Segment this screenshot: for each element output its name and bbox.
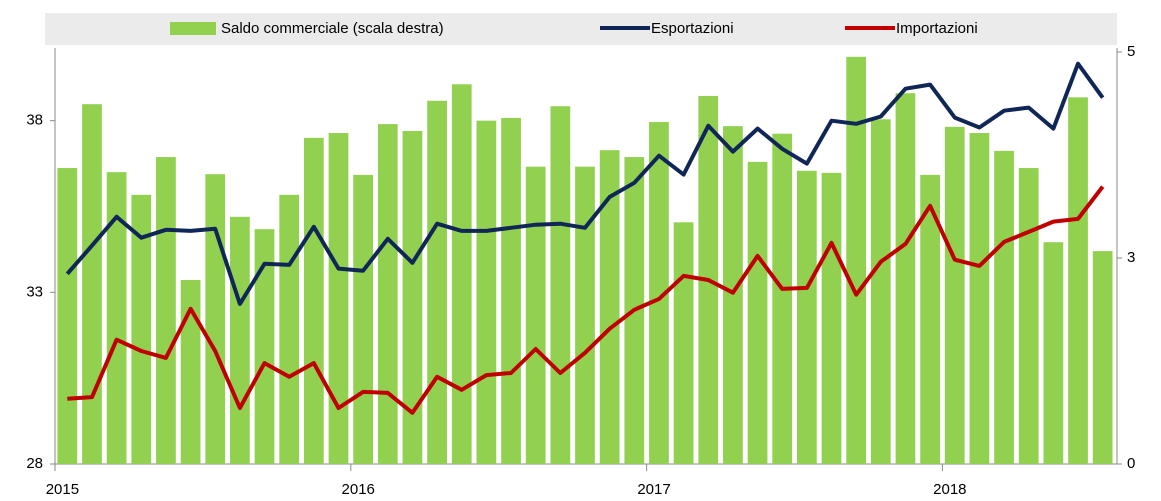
bar	[772, 133, 793, 465]
bar	[870, 119, 891, 464]
bar	[944, 126, 965, 464]
bar	[895, 93, 916, 464]
bar	[106, 172, 127, 464]
legend-swatch	[170, 22, 216, 35]
bar	[328, 133, 349, 464]
y-tick-label: 28	[26, 455, 43, 472]
bar	[501, 117, 521, 465]
bar	[821, 172, 842, 464]
bar	[1018, 168, 1039, 464]
bar	[402, 130, 423, 464]
bar	[451, 84, 472, 465]
bar	[920, 174, 940, 464]
bar	[205, 174, 226, 464]
bar	[279, 194, 300, 464]
legend-label: Importazioni	[896, 20, 978, 37]
bar	[525, 166, 546, 464]
y2-tick-label: 3	[1127, 249, 1135, 266]
bar	[994, 150, 1014, 464]
bar	[303, 137, 324, 465]
y-tick-label: 33	[26, 283, 43, 300]
bar	[1068, 97, 1088, 464]
y2-tick-label: 5	[1127, 43, 1135, 60]
bar	[156, 157, 176, 464]
bar	[599, 150, 620, 464]
x-tick-label: 2017	[637, 481, 670, 498]
bar	[575, 166, 595, 464]
x-tick-label: 2015	[46, 481, 79, 498]
bar	[649, 122, 669, 464]
x-tick-label: 2018	[933, 481, 966, 498]
bar	[82, 104, 102, 464]
bar	[476, 120, 497, 465]
y2-tick-label: 0	[1127, 455, 1135, 472]
x-tick-label: 2016	[342, 481, 375, 498]
legend-label: Saldo commerciale (scala destra)	[221, 20, 444, 37]
bar	[254, 229, 275, 464]
y-tick-label: 38	[26, 112, 43, 129]
line	[67, 185, 1105, 415]
line	[65, 61, 1105, 306]
bar	[57, 168, 78, 464]
bar	[846, 56, 867, 464]
bar	[230, 216, 250, 464]
legend-background	[45, 13, 1117, 45]
bar	[377, 124, 398, 464]
bar	[180, 279, 201, 464]
bar	[131, 194, 152, 464]
legend-label: Esportazioni	[651, 20, 734, 37]
bar	[427, 100, 447, 465]
bar	[723, 126, 743, 464]
bar	[673, 222, 694, 464]
bar	[747, 161, 768, 464]
bar	[353, 174, 373, 464]
bar	[1092, 251, 1113, 464]
bar	[797, 170, 817, 464]
bar	[969, 133, 990, 464]
bar	[1043, 242, 1064, 464]
bar	[550, 106, 571, 464]
